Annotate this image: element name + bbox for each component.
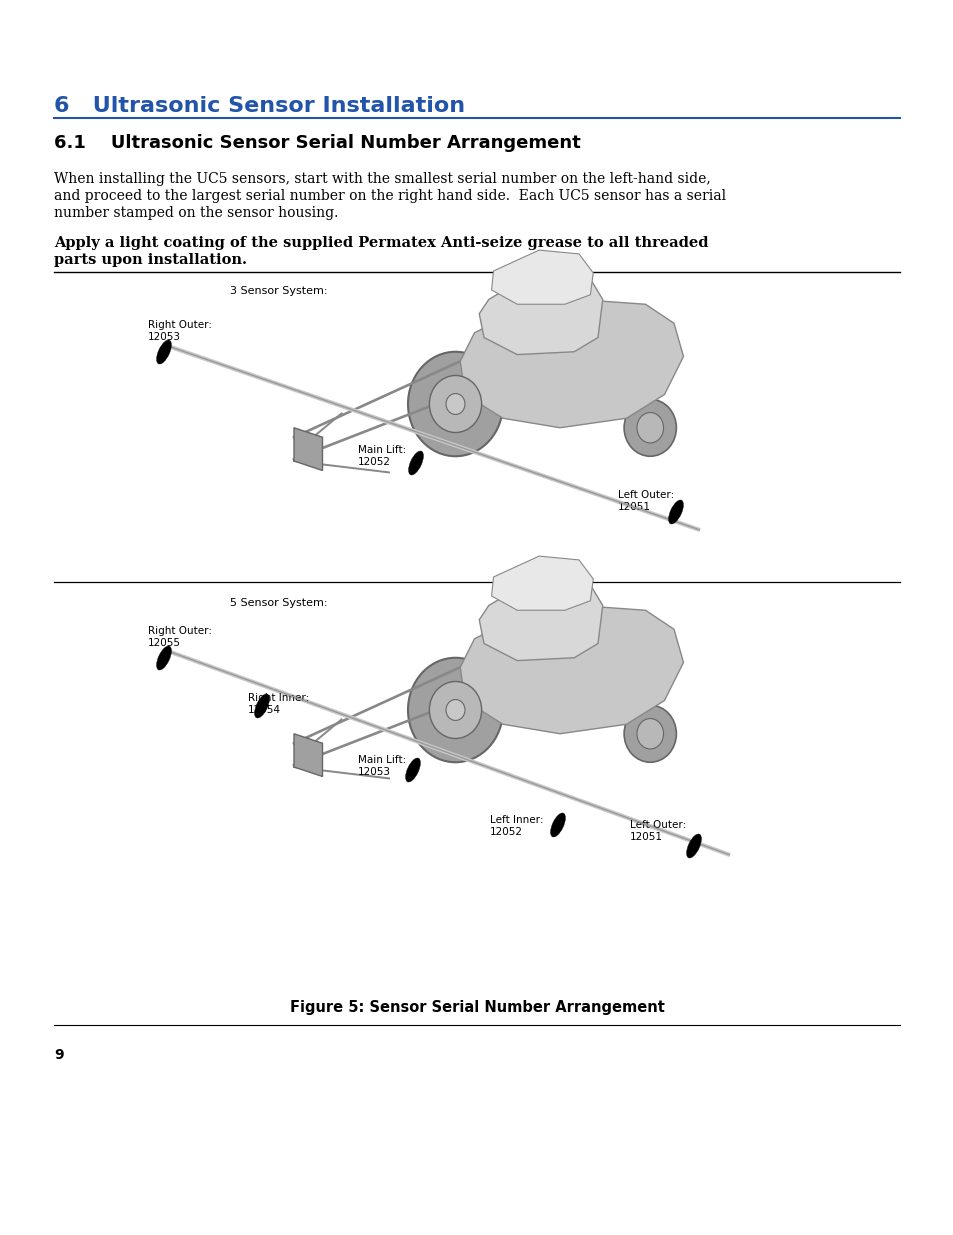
Text: 12052: 12052 [490,827,522,837]
Ellipse shape [156,646,172,671]
Text: 6.1    Ultrasonic Sensor Serial Number Arrangement: 6.1 Ultrasonic Sensor Serial Number Arra… [54,135,580,152]
Text: 12051: 12051 [618,501,650,513]
Ellipse shape [405,758,420,782]
Ellipse shape [623,399,676,456]
Ellipse shape [550,813,565,837]
Text: Apply a light coating of the supplied Permatex Anti-seize grease to all threaded: Apply a light coating of the supplied Pe… [54,236,708,249]
Text: Main Lift:: Main Lift: [357,445,406,454]
Polygon shape [294,734,322,777]
Polygon shape [491,556,593,610]
Ellipse shape [623,705,676,762]
Text: Right Inner:: Right Inner: [248,693,309,703]
Ellipse shape [668,500,682,524]
Ellipse shape [156,340,172,364]
Polygon shape [459,605,682,734]
Text: When installing the UC5 sensors, start with the smallest serial number on the le: When installing the UC5 sensors, start w… [54,172,710,186]
Ellipse shape [637,719,663,748]
Text: Left Inner:: Left Inner: [490,815,543,825]
Polygon shape [491,251,593,304]
Text: 6   Ultrasonic Sensor Installation: 6 Ultrasonic Sensor Installation [54,96,465,116]
Polygon shape [478,577,602,661]
Text: Right Outer:: Right Outer: [148,320,212,330]
Ellipse shape [408,658,502,762]
Text: 12051: 12051 [629,832,662,842]
Polygon shape [294,427,322,471]
Text: 5 Sensor System:: 5 Sensor System: [230,598,327,608]
Polygon shape [478,270,602,354]
Text: Left Outer:: Left Outer: [618,490,674,500]
Text: 12053: 12053 [148,332,181,342]
Ellipse shape [408,352,502,456]
Text: Right Outer:: Right Outer: [148,626,212,636]
Polygon shape [459,300,682,427]
Ellipse shape [686,834,700,858]
Ellipse shape [446,699,464,720]
Text: 12052: 12052 [357,457,391,467]
Text: and proceed to the largest serial number on the right hand side.  Each UC5 senso: and proceed to the largest serial number… [54,189,725,203]
Text: 12054: 12054 [248,705,281,715]
Text: Main Lift:: Main Lift: [357,755,406,764]
Text: Left Outer:: Left Outer: [629,820,685,830]
Text: number stamped on the sensor housing.: number stamped on the sensor housing. [54,206,338,220]
Ellipse shape [408,451,423,475]
Text: 12053: 12053 [357,767,391,777]
Ellipse shape [429,375,481,432]
Ellipse shape [429,682,481,739]
Text: 3 Sensor System:: 3 Sensor System: [230,287,327,296]
Ellipse shape [637,412,663,443]
Text: 12055: 12055 [148,638,181,648]
Text: parts upon installation.: parts upon installation. [54,253,247,267]
Text: Figure 5: Sensor Serial Number Arrangement: Figure 5: Sensor Serial Number Arrangeme… [290,1000,663,1015]
Ellipse shape [254,694,269,718]
Ellipse shape [446,394,464,415]
Text: 9: 9 [54,1049,64,1062]
